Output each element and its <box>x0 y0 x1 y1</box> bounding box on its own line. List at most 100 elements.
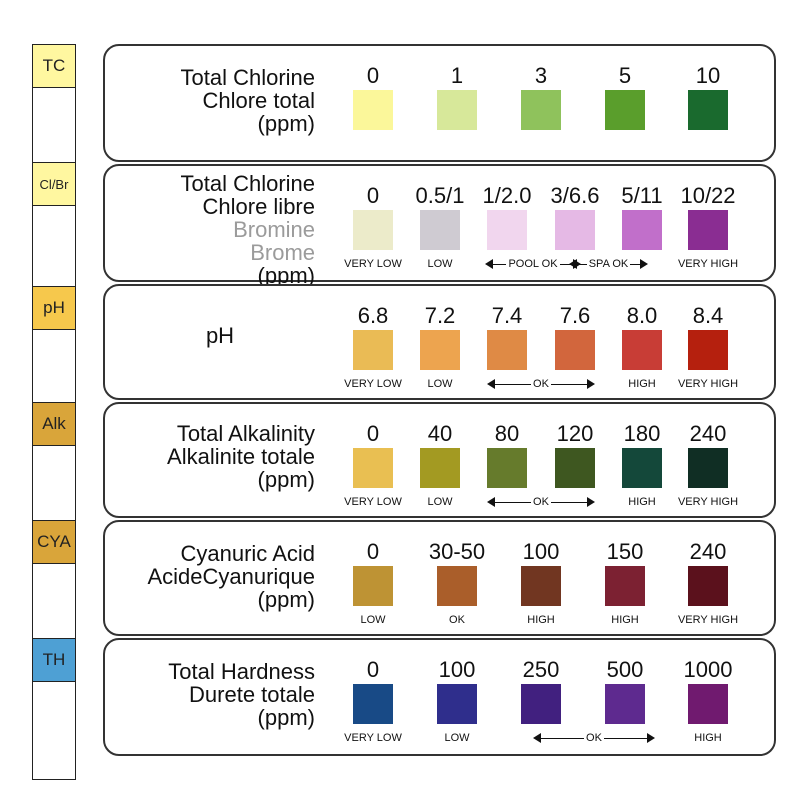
reading-value: 10 <box>695 63 721 88</box>
panel-title-line: Chlore total <box>202 88 315 113</box>
panel-title: pH <box>105 324 335 347</box>
color-swatch <box>353 90 393 130</box>
color-swatch <box>420 210 460 250</box>
panel-title: Total Chlorine Chlore libre Bromine Brome (p… <box>105 172 315 287</box>
strip-pad-cya: CYA <box>32 520 76 564</box>
color-swatch <box>521 566 561 606</box>
color-swatch <box>353 566 393 606</box>
reading-value: 7.6 <box>559 303 591 328</box>
panel-cyanuric-acid: Cyanuric Acid AcideCyanurique (ppm) 0 LOW 30-… <box>103 520 776 636</box>
arrow-right-icon <box>587 379 595 389</box>
arrow-left-icon <box>569 259 577 269</box>
arrow-right-icon <box>647 733 655 743</box>
panel-title-line: Total Alkalinity <box>176 421 315 446</box>
panel-title-line: pH <box>205 323 235 348</box>
panel-title: Total Hardness Durete totale (ppm) <box>105 660 315 729</box>
panel-title-line: AcideCyanurique <box>147 564 315 589</box>
panel-title-line: Cyanuric Acid <box>180 541 315 566</box>
reading-value: 100 <box>438 657 476 682</box>
panel-title-line: Brome <box>250 240 315 265</box>
reading-value: 500 <box>606 657 644 682</box>
color-swatch <box>521 90 561 130</box>
range-indicator: OK <box>487 378 595 390</box>
level-label: LOW <box>427 496 453 508</box>
color-swatch <box>605 566 645 606</box>
panel-title-line: Chlore libre <box>202 194 316 219</box>
panel-title-line: Durete totale <box>189 682 315 707</box>
panel-title: Total Alkalinity Alkalinite totale (ppm) <box>105 422 315 491</box>
reading-value: 250 <box>522 657 560 682</box>
arrow-right-icon <box>587 497 595 507</box>
color-swatch <box>688 566 728 606</box>
color-swatch <box>555 448 595 488</box>
color-swatch <box>437 90 477 130</box>
range-indicator: OK <box>533 732 655 744</box>
color-swatch <box>420 330 460 370</box>
arrow-left-icon <box>533 733 541 743</box>
reading-value: 0.5/1 <box>415 183 465 208</box>
color-swatch <box>688 210 728 250</box>
level-label: HIGH <box>694 732 722 744</box>
level-label: HIGH <box>628 378 656 390</box>
strip-pad-clbr: Cl/Br <box>32 162 76 206</box>
color-swatch <box>688 330 728 370</box>
panel-title-line: Total Chlorine <box>180 171 315 196</box>
level-label: VERY HIGH <box>677 378 739 390</box>
range-label: OK <box>531 378 551 390</box>
reading-value: 3/6.6 <box>550 183 600 208</box>
level-label: HIGH <box>527 614 555 626</box>
reading-value: 3 <box>534 63 548 88</box>
panel-total-alkalinity: Total Alkalinity Alkalinite totale (ppm) 0 V… <box>103 402 776 518</box>
reading-value: 0 <box>366 539 380 564</box>
level-label: OK <box>449 614 465 626</box>
color-swatch <box>605 90 645 130</box>
reading-value: 180 <box>623 421 661 446</box>
level-label: VERY LOW <box>344 258 402 270</box>
range-indicator: SPA OK <box>569 258 648 270</box>
reading-value: 5 <box>618 63 632 88</box>
range-indicator: POOL OK <box>485 258 581 270</box>
reading-value: 8.0 <box>626 303 658 328</box>
arrow-left-icon <box>487 497 495 507</box>
range-indicator: OK <box>487 496 595 508</box>
panel-free-chlorine-bromine: Total Chlorine Chlore libre Bromine Brome (p… <box>103 164 776 287</box>
strip-pad-tc: TC <box>32 44 76 88</box>
reading-value: 100 <box>522 539 560 564</box>
panel-ph: pH 6.8 VERY LOW 7.2 LOW 7.4 7.6 8.0 HIGH 8.4 VERY … <box>103 284 776 400</box>
panel-total-hardness: Total Hardness Durete totale (ppm) 0 VERY LO… <box>103 638 776 756</box>
reading-value: 240 <box>689 421 727 446</box>
color-swatch <box>437 566 477 606</box>
reading-value: 240 <box>689 539 727 564</box>
panel-title-line: (ppm) <box>257 111 315 136</box>
panel-title-line: Total Hardness <box>168 659 315 684</box>
color-swatch <box>688 684 728 724</box>
reading-value: 0 <box>366 63 380 88</box>
reading-value: 150 <box>606 539 644 564</box>
reading-value: 80 <box>494 421 520 446</box>
reading-value: 6.8 <box>357 303 389 328</box>
panel-title-line: (ppm) <box>257 705 315 730</box>
level-label: VERY LOW <box>344 378 402 390</box>
color-swatch <box>487 210 527 250</box>
reading-value: 0 <box>366 657 380 682</box>
level-label: VERY LOW <box>344 732 402 744</box>
reading-value: 0 <box>366 421 380 446</box>
color-swatch <box>622 210 662 250</box>
color-swatch <box>487 330 527 370</box>
level-label: LOW <box>427 378 453 390</box>
color-swatch <box>353 448 393 488</box>
level-label: HIGH <box>611 614 639 626</box>
panel-total-chlorine: Total Chlorine Chlore total (ppm) 0 1 3 5 10 <box>103 44 776 162</box>
panel-title-line: Alkalinite totale <box>167 444 315 469</box>
strip-pad-ph: pH <box>32 286 76 330</box>
color-swatch <box>437 684 477 724</box>
reading-value: 120 <box>556 421 594 446</box>
color-swatch <box>605 684 645 724</box>
reading-value: 1/2.0 <box>482 183 532 208</box>
reading-value: 1000 <box>683 657 733 682</box>
panel-title-line: (ppm) <box>257 587 315 612</box>
level-label: VERY HIGH <box>677 614 739 626</box>
range-label: OK <box>531 496 551 508</box>
panel-title-line: Total Chlorine <box>180 65 315 90</box>
range-label: SPA OK <box>586 258 631 270</box>
